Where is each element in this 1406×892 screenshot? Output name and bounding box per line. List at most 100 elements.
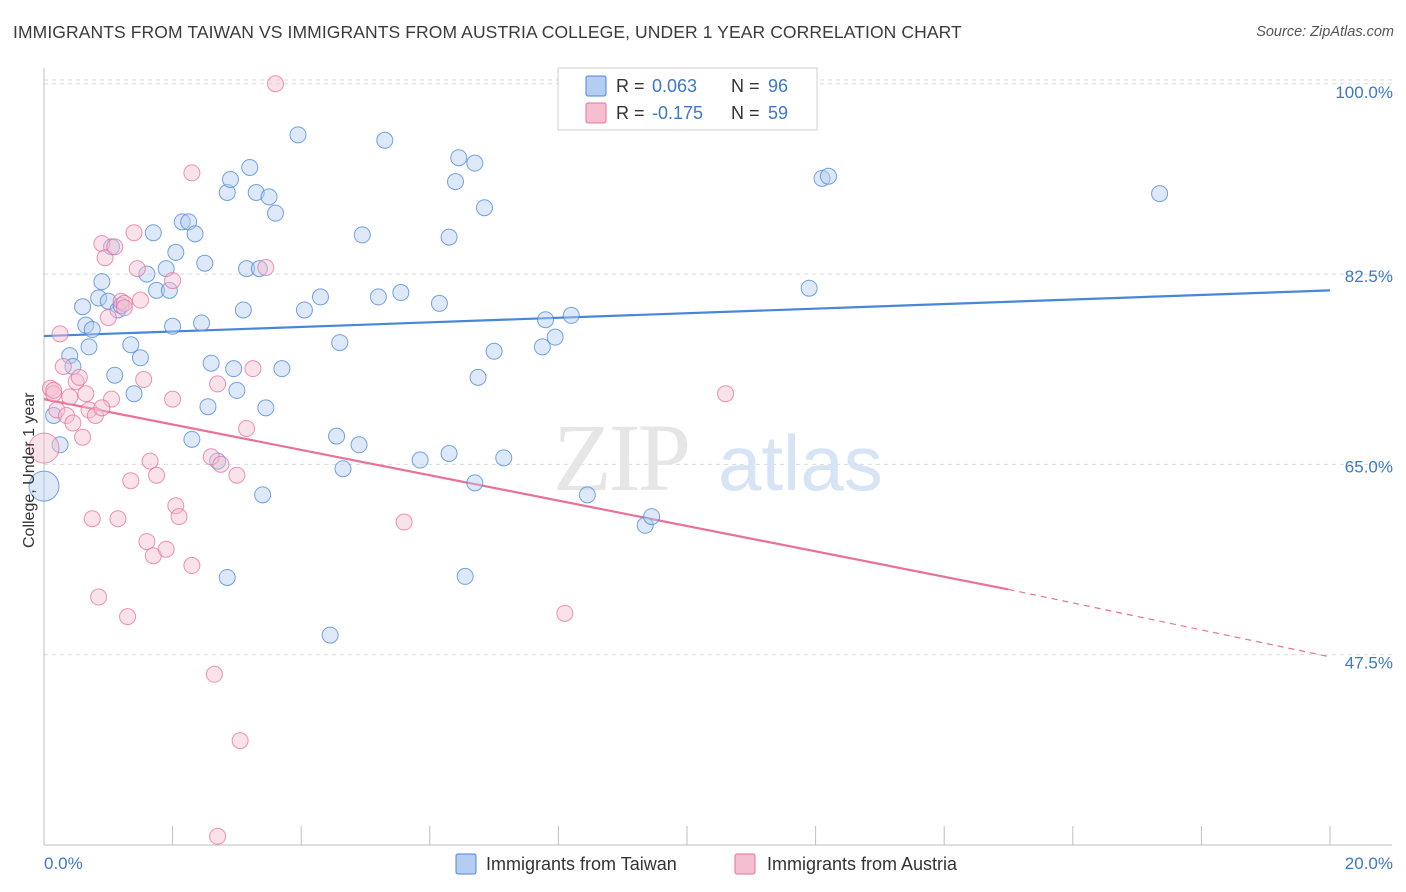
austria-point xyxy=(209,375,227,393)
taiwan-point xyxy=(350,436,368,454)
y-tick-label: 65.0% xyxy=(1345,457,1393,476)
austria-point xyxy=(122,472,140,490)
taiwan-point xyxy=(228,381,246,399)
trend-lines xyxy=(43,289,1331,658)
austria-point xyxy=(266,75,284,93)
austria-point xyxy=(257,259,275,277)
legend-swatch-taiwan xyxy=(585,75,607,97)
taiwan-point xyxy=(456,567,474,585)
data-points xyxy=(28,75,1169,845)
taiwan-point xyxy=(183,430,201,448)
austria-point xyxy=(115,294,133,312)
austria-point xyxy=(45,381,63,399)
austria-point xyxy=(64,414,82,432)
austria-point xyxy=(74,428,92,446)
taiwan-point xyxy=(90,289,108,307)
austria-point xyxy=(90,588,108,606)
x-tick-label: 0.0% xyxy=(44,854,83,873)
austria-point xyxy=(96,249,114,267)
taiwan-point xyxy=(131,349,149,367)
austria-point xyxy=(77,385,95,403)
austria-point xyxy=(167,497,185,515)
legend-n-value: 96 xyxy=(768,76,788,96)
source-label: Source: ZipAtlas.com xyxy=(1256,24,1394,40)
austria-point xyxy=(183,557,201,575)
taiwan-point xyxy=(295,301,313,319)
legend-r-value: 0.063 xyxy=(652,76,697,96)
austria-point xyxy=(164,272,182,290)
taiwan-point xyxy=(196,254,214,272)
taiwan-point xyxy=(273,360,291,378)
austria-point xyxy=(106,238,124,256)
taiwan-point xyxy=(193,314,211,332)
y-tick-label: 47.5% xyxy=(1345,654,1393,673)
taiwan-point xyxy=(112,297,130,315)
legend: R = 0.063 N = 96 R = -0.175 N = 59 xyxy=(557,67,818,131)
legend-r-label: R = xyxy=(616,103,645,123)
legend-r-value: -0.175 xyxy=(652,103,703,123)
austria-point xyxy=(209,827,227,845)
bottom-legend-swatch-taiwan xyxy=(455,853,477,875)
austria-point xyxy=(119,608,137,626)
legend-n-label: N = xyxy=(731,103,760,123)
taiwan-point xyxy=(485,342,503,360)
taiwan-point xyxy=(369,288,387,306)
watermark-zip: ZIP xyxy=(553,404,688,511)
taiwan-point xyxy=(819,167,837,185)
taiwan-point xyxy=(328,427,346,445)
taiwan-point xyxy=(202,354,220,372)
austria-point xyxy=(99,309,117,327)
taiwan-point xyxy=(225,360,243,378)
taiwan-point xyxy=(199,398,217,416)
y-tick-label: 82.5% xyxy=(1345,267,1393,286)
taiwan-point xyxy=(167,243,185,261)
austria-point xyxy=(93,235,111,253)
taiwan-point xyxy=(173,213,191,231)
austria-point xyxy=(93,399,111,417)
taiwan-point xyxy=(80,338,98,356)
taiwan-point xyxy=(250,260,268,278)
austria-point xyxy=(115,299,133,317)
y-axis-label: College, Under 1 year xyxy=(21,392,38,548)
taiwan-point xyxy=(247,184,265,201)
bottom-legend: Immigrants from Taiwan Immigrants from Au… xyxy=(455,853,958,875)
taiwan-point xyxy=(234,301,252,319)
taiwan-point xyxy=(241,158,259,176)
taiwan-trend-line xyxy=(43,289,1331,338)
taiwan-point xyxy=(45,406,63,424)
taiwan-point xyxy=(266,204,284,222)
austria-point xyxy=(141,452,159,470)
taiwan-point xyxy=(469,368,487,386)
austria-point xyxy=(157,540,175,558)
taiwan-point xyxy=(813,169,831,187)
taiwan-point xyxy=(257,399,275,417)
taiwan-point xyxy=(125,385,143,403)
watermark-atlas: atlas xyxy=(718,419,883,507)
taiwan-point xyxy=(334,460,352,478)
taiwan-point xyxy=(289,126,307,144)
x-tick-label: 20.0% xyxy=(1345,854,1393,873)
taiwan-point xyxy=(238,260,256,278)
austria-point xyxy=(41,379,59,397)
bottom-legend-label-taiwan: Immigrants from Taiwan xyxy=(486,854,677,874)
taiwan-point xyxy=(411,451,429,469)
austria-point xyxy=(109,510,127,528)
austria-trend-line xyxy=(43,398,1009,591)
taiwan-point xyxy=(83,321,101,339)
legend-n-label: N = xyxy=(731,76,760,96)
taiwan-point xyxy=(138,265,156,283)
taiwan-point xyxy=(353,226,371,244)
chart-title: IMMIGRANTS FROM TAIWAN VS IMMIGRANTS FRO… xyxy=(13,22,962,42)
austria-trend-extension xyxy=(1008,588,1331,658)
taiwan-point xyxy=(51,436,69,454)
taiwan-point xyxy=(93,273,111,291)
austria-point xyxy=(51,325,69,343)
austria-point xyxy=(54,358,72,375)
taiwan-point xyxy=(533,338,551,356)
taiwan-point xyxy=(578,486,596,504)
legend-swatch-austria xyxy=(585,102,607,124)
taiwan-point xyxy=(61,347,79,365)
tick-labels: 47.5% 65.0% 82.5% 100.0% 0.0% 20.0% College, U… xyxy=(21,83,1393,873)
taiwan-point xyxy=(562,306,580,324)
